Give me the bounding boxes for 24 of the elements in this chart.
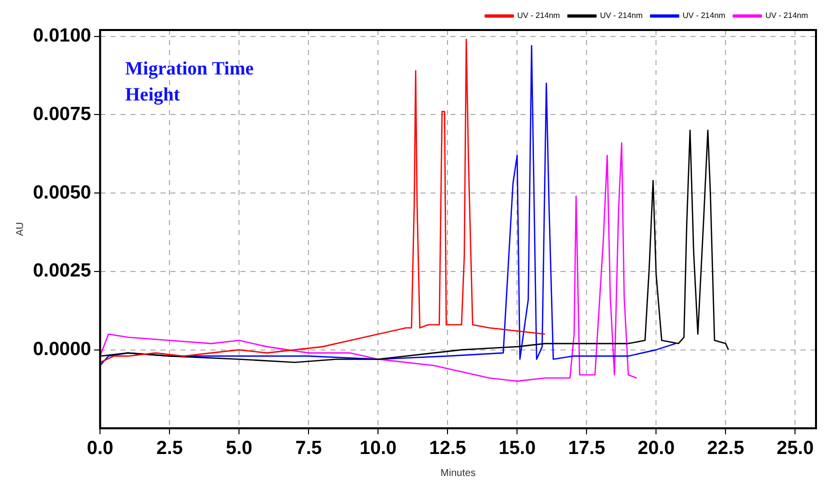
x-tick-label: 25.0 [776, 438, 814, 459]
legend-label: UV - 214nm [682, 11, 726, 20]
y-axis-title: AU [14, 222, 26, 236]
x-axis-title: Minutes [440, 468, 476, 479]
legend-label: UV - 214nm [600, 11, 643, 20]
y-tick-label: 0.0025 [32, 260, 92, 282]
annotation: Migration Time [125, 58, 254, 80]
x-tick-label: 12.5 [429, 438, 467, 459]
x-tick-label: 22.5 [707, 438, 745, 459]
x-tick-label: 10.0 [360, 438, 397, 459]
x-tick-label: 5.0 [226, 438, 252, 459]
x-tick-label: 17.5 [568, 438, 606, 459]
x-tick-label: 0.0 [86, 438, 114, 459]
x-tick-label: 20.0 [638, 438, 675, 459]
x-tick-label: 15.0 [498, 438, 536, 459]
legend-label: UV - 214nm [765, 11, 808, 20]
annotation: Height [125, 84, 181, 106]
y-tick-label: 0.0050 [32, 182, 92, 204]
y-tick-label: 0.0100 [32, 26, 92, 47]
x-tick-label: 7.5 [295, 438, 322, 459]
y-tick-label: 0.0075 [32, 104, 92, 125]
x-tick-label: 2.5 [156, 438, 184, 459]
legend-label: UV - 214nm [517, 11, 560, 20]
y-tick-label: 0.0000 [32, 339, 92, 360]
